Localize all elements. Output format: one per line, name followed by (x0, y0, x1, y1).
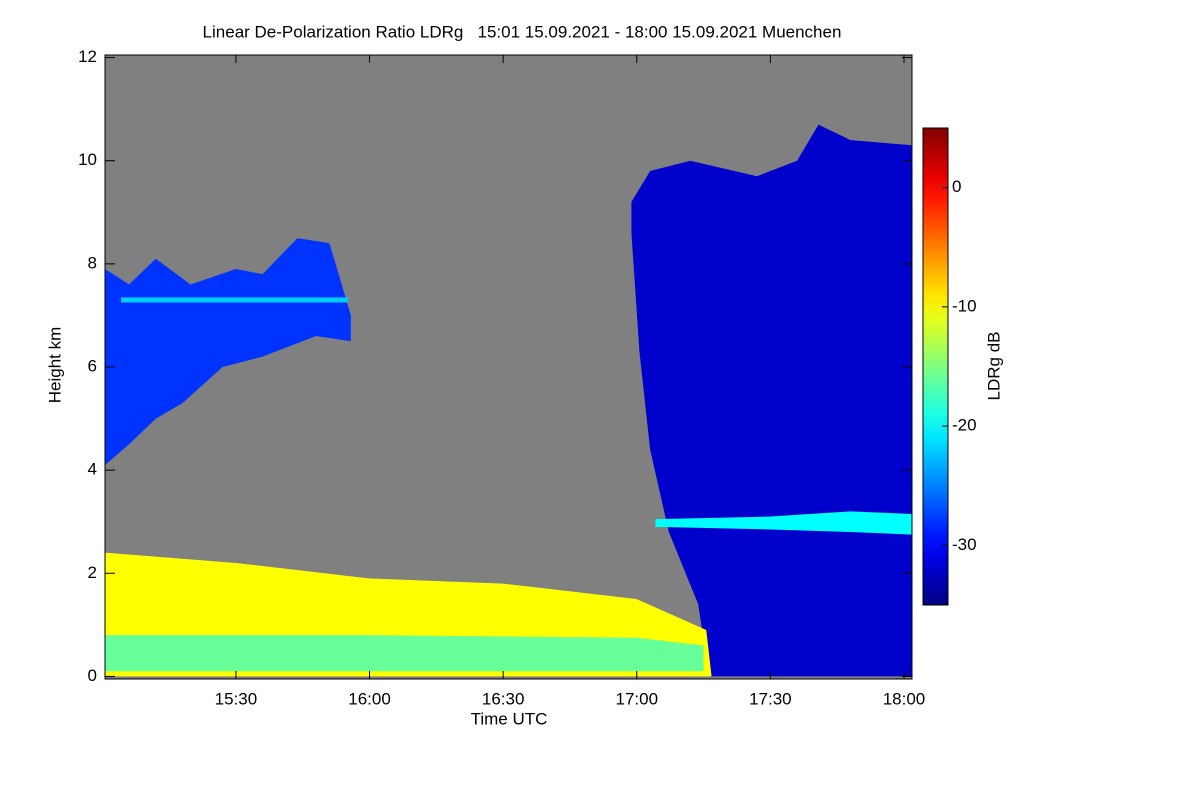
x-axis-label: Time UTC (471, 709, 548, 728)
y-tick-label: 4 (88, 460, 97, 479)
y-tick-label: 10 (78, 150, 97, 169)
colorbar-tick-label: 0 (952, 177, 961, 196)
y-axis-label: Height km (45, 327, 64, 404)
ldr-region (631, 124, 912, 677)
colorbar-tick-label: -30 (952, 535, 977, 554)
colorbar (922, 127, 949, 606)
x-tick-label: 16:30 (482, 689, 525, 708)
ldr-region (655, 511, 912, 535)
ldr-region (105, 635, 704, 672)
ldr-region (105, 238, 351, 465)
chart-title: Linear De-Polarization Ratio LDRg 15:01 … (203, 22, 842, 41)
x-tick-label: 17:30 (749, 689, 792, 708)
y-tick-label: 8 (88, 253, 97, 272)
colorbar-label: LDRg dB (984, 332, 1003, 401)
y-tick-label: 0 (88, 666, 97, 685)
x-tick-label: 16:00 (348, 689, 391, 708)
x-tick-label: 18:00 (883, 689, 926, 708)
y-tick-label: 12 (78, 47, 97, 66)
x-tick-label: 15:30 (215, 689, 258, 708)
ldr-region (121, 297, 349, 303)
y-tick-label: 6 (88, 356, 97, 375)
colorbar-tick-label: -20 (952, 416, 977, 435)
x-tick-label: 17:00 (615, 689, 658, 708)
colorbar-tick-label: -10 (952, 296, 977, 315)
y-tick-label: 2 (88, 563, 97, 582)
